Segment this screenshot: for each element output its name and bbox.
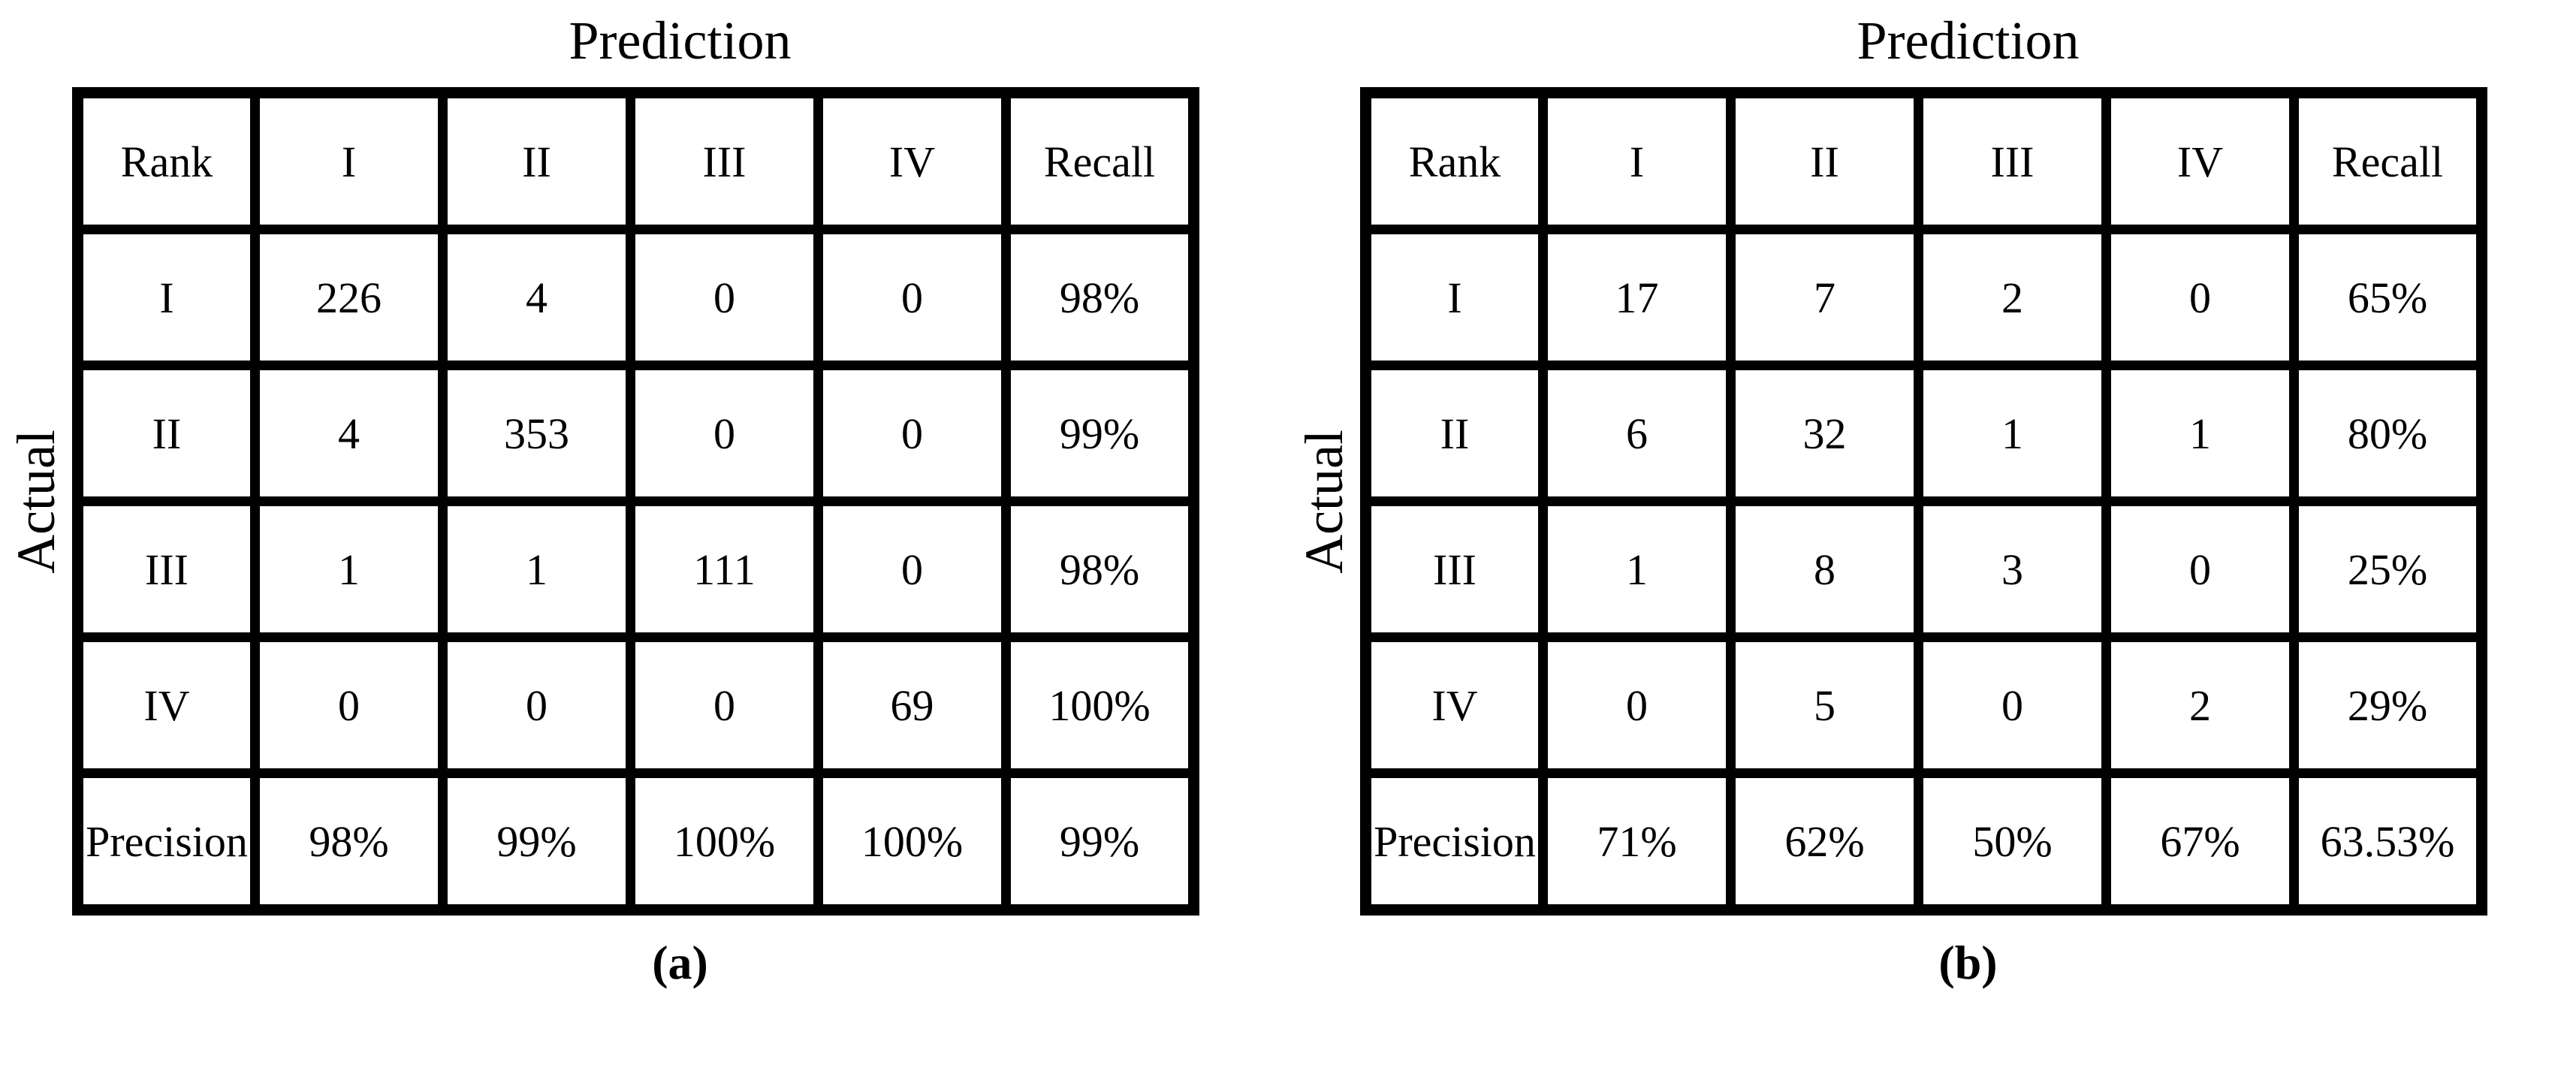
count-cell: 0 <box>438 632 635 778</box>
actual-axis-label-wrap: Actual <box>0 87 72 916</box>
caption-a: (a) <box>652 936 708 989</box>
figure-b: Prediction Actual Rank I II III IV Recal… <box>1288 0 2576 991</box>
col-header: III <box>1914 88 2111 234</box>
count-cell-diagonal: 226 <box>250 225 448 370</box>
figure-b-body: Actual Rank I II III IV Recall I 17 7 2 <box>1288 87 2576 916</box>
row-header-precision: Precision <box>73 768 260 915</box>
col-header-recall: Recall <box>2289 88 2487 234</box>
table-row: III 1 8 3 0 25% <box>1361 496 2487 642</box>
count-cell: 7 <box>1726 225 1923 370</box>
prediction-axis-title: Prediction <box>569 11 792 71</box>
count-cell: 0 <box>626 225 823 370</box>
table-row: I 226 4 0 0 98% <box>73 225 1199 370</box>
count-cell-diagonal: 3 <box>1914 496 2111 642</box>
count-cell: 0 <box>2101 496 2299 642</box>
col-header-recall: Recall <box>1001 88 1199 234</box>
count-cell: 4 <box>250 361 448 506</box>
col-header: II <box>1726 88 1923 234</box>
count-cell: 2 <box>1914 225 2111 370</box>
row-header: I <box>1361 225 1548 370</box>
col-header: I <box>250 88 448 234</box>
table-row: III 1 1 111 0 98% <box>73 496 1199 642</box>
recall-cell: 98% <box>1001 496 1199 642</box>
count-cell-diagonal: 2 <box>2101 632 2299 778</box>
col-header: IV <box>2101 88 2299 234</box>
count-cell: 0 <box>250 632 448 778</box>
count-cell: 5 <box>1726 632 1923 778</box>
row-header: I <box>73 225 260 370</box>
count-cell: 0 <box>1914 632 2111 778</box>
precision-cell: 50% <box>1914 768 2111 915</box>
count-cell: 1 <box>1914 361 2111 506</box>
recall-cell: 80% <box>2289 361 2487 506</box>
col-header-rank: Rank <box>73 88 260 234</box>
count-cell: 1 <box>2101 361 2299 506</box>
header-row: Rank I II III IV Recall <box>1361 88 2487 234</box>
count-cell: 6 <box>1538 361 1736 506</box>
prediction-axis-title: Prediction <box>1857 11 2080 71</box>
table-row: II 6 32 1 1 80% <box>1361 361 2487 506</box>
precision-cell: 98% <box>250 768 448 915</box>
col-header: III <box>626 88 823 234</box>
count-cell: 1 <box>250 496 448 642</box>
row-header: III <box>1361 496 1548 642</box>
precision-cell: 67% <box>2101 768 2299 915</box>
precision-row: Precision 98% 99% 100% 100% 99% <box>73 768 1199 915</box>
row-header: III <box>73 496 260 642</box>
precision-cell: 100% <box>626 768 823 915</box>
recall-cell: 100% <box>1001 632 1199 778</box>
actual-axis-label: Actual <box>1293 429 1354 574</box>
precision-row: Precision 71% 62% 50% 67% 63.53% <box>1361 768 2487 915</box>
row-header: IV <box>73 632 260 778</box>
table-row: II 4 353 0 0 99% <box>73 361 1199 506</box>
count-cell: 1 <box>438 496 635 642</box>
count-cell: 0 <box>1538 632 1736 778</box>
count-cell-diagonal: 32 <box>1726 361 1923 506</box>
recall-cell: 98% <box>1001 225 1199 370</box>
col-header: IV <box>813 88 1011 234</box>
actual-axis-label-wrap: Actual <box>1288 87 1360 916</box>
confusion-table-a: Rank I II III IV Recall I 226 4 0 0 98% … <box>72 87 1199 916</box>
precision-cell: 99% <box>438 768 635 915</box>
count-cell: 0 <box>813 361 1011 506</box>
count-cell-diagonal: 69 <box>813 632 1011 778</box>
recall-cell: 65% <box>2289 225 2487 370</box>
precision-cell: 62% <box>1726 768 1923 915</box>
figure-a: Prediction Actual Rank I II III IV Recal… <box>0 0 1288 991</box>
count-cell: 0 <box>2101 225 2299 370</box>
table-row: IV 0 5 0 2 29% <box>1361 632 2487 778</box>
count-cell: 8 <box>1726 496 1923 642</box>
count-cell: 0 <box>813 225 1011 370</box>
row-header: IV <box>1361 632 1548 778</box>
actual-axis-label: Actual <box>5 429 66 574</box>
caption-b: (b) <box>1938 936 1998 989</box>
precision-cell: 100% <box>813 768 1011 915</box>
col-header-rank: Rank <box>1361 88 1548 234</box>
count-cell: 4 <box>438 225 635 370</box>
count-cell-diagonal: 353 <box>438 361 635 506</box>
col-header: II <box>438 88 635 234</box>
count-cell-diagonal: 17 <box>1538 225 1736 370</box>
row-header-precision: Precision <box>1361 768 1548 915</box>
precision-cell: 71% <box>1538 768 1736 915</box>
confusion-matrix-figure: Prediction Actual Rank I II III IV Recal… <box>0 0 2576 991</box>
count-cell: 0 <box>813 496 1011 642</box>
overall-accuracy-cell: 99% <box>1001 768 1199 915</box>
recall-cell: 29% <box>2289 632 2487 778</box>
row-header: II <box>1361 361 1548 506</box>
row-header: II <box>73 361 260 506</box>
count-cell-diagonal: 111 <box>626 496 823 642</box>
overall-accuracy-cell: 63.53% <box>2289 768 2487 915</box>
figure-a-body: Actual Rank I II III IV Recall I 226 4 0 <box>0 87 1288 916</box>
table-row: I 17 7 2 0 65% <box>1361 225 2487 370</box>
col-header: I <box>1538 88 1736 234</box>
count-cell: 1 <box>1538 496 1736 642</box>
confusion-table-b: Rank I II III IV Recall I 17 7 2 0 65% I… <box>1360 87 2487 916</box>
recall-cell: 99% <box>1001 361 1199 506</box>
count-cell: 0 <box>626 632 823 778</box>
count-cell: 0 <box>626 361 823 506</box>
header-row: Rank I II III IV Recall <box>73 88 1199 234</box>
recall-cell: 25% <box>2289 496 2487 642</box>
table-row: IV 0 0 0 69 100% <box>73 632 1199 778</box>
